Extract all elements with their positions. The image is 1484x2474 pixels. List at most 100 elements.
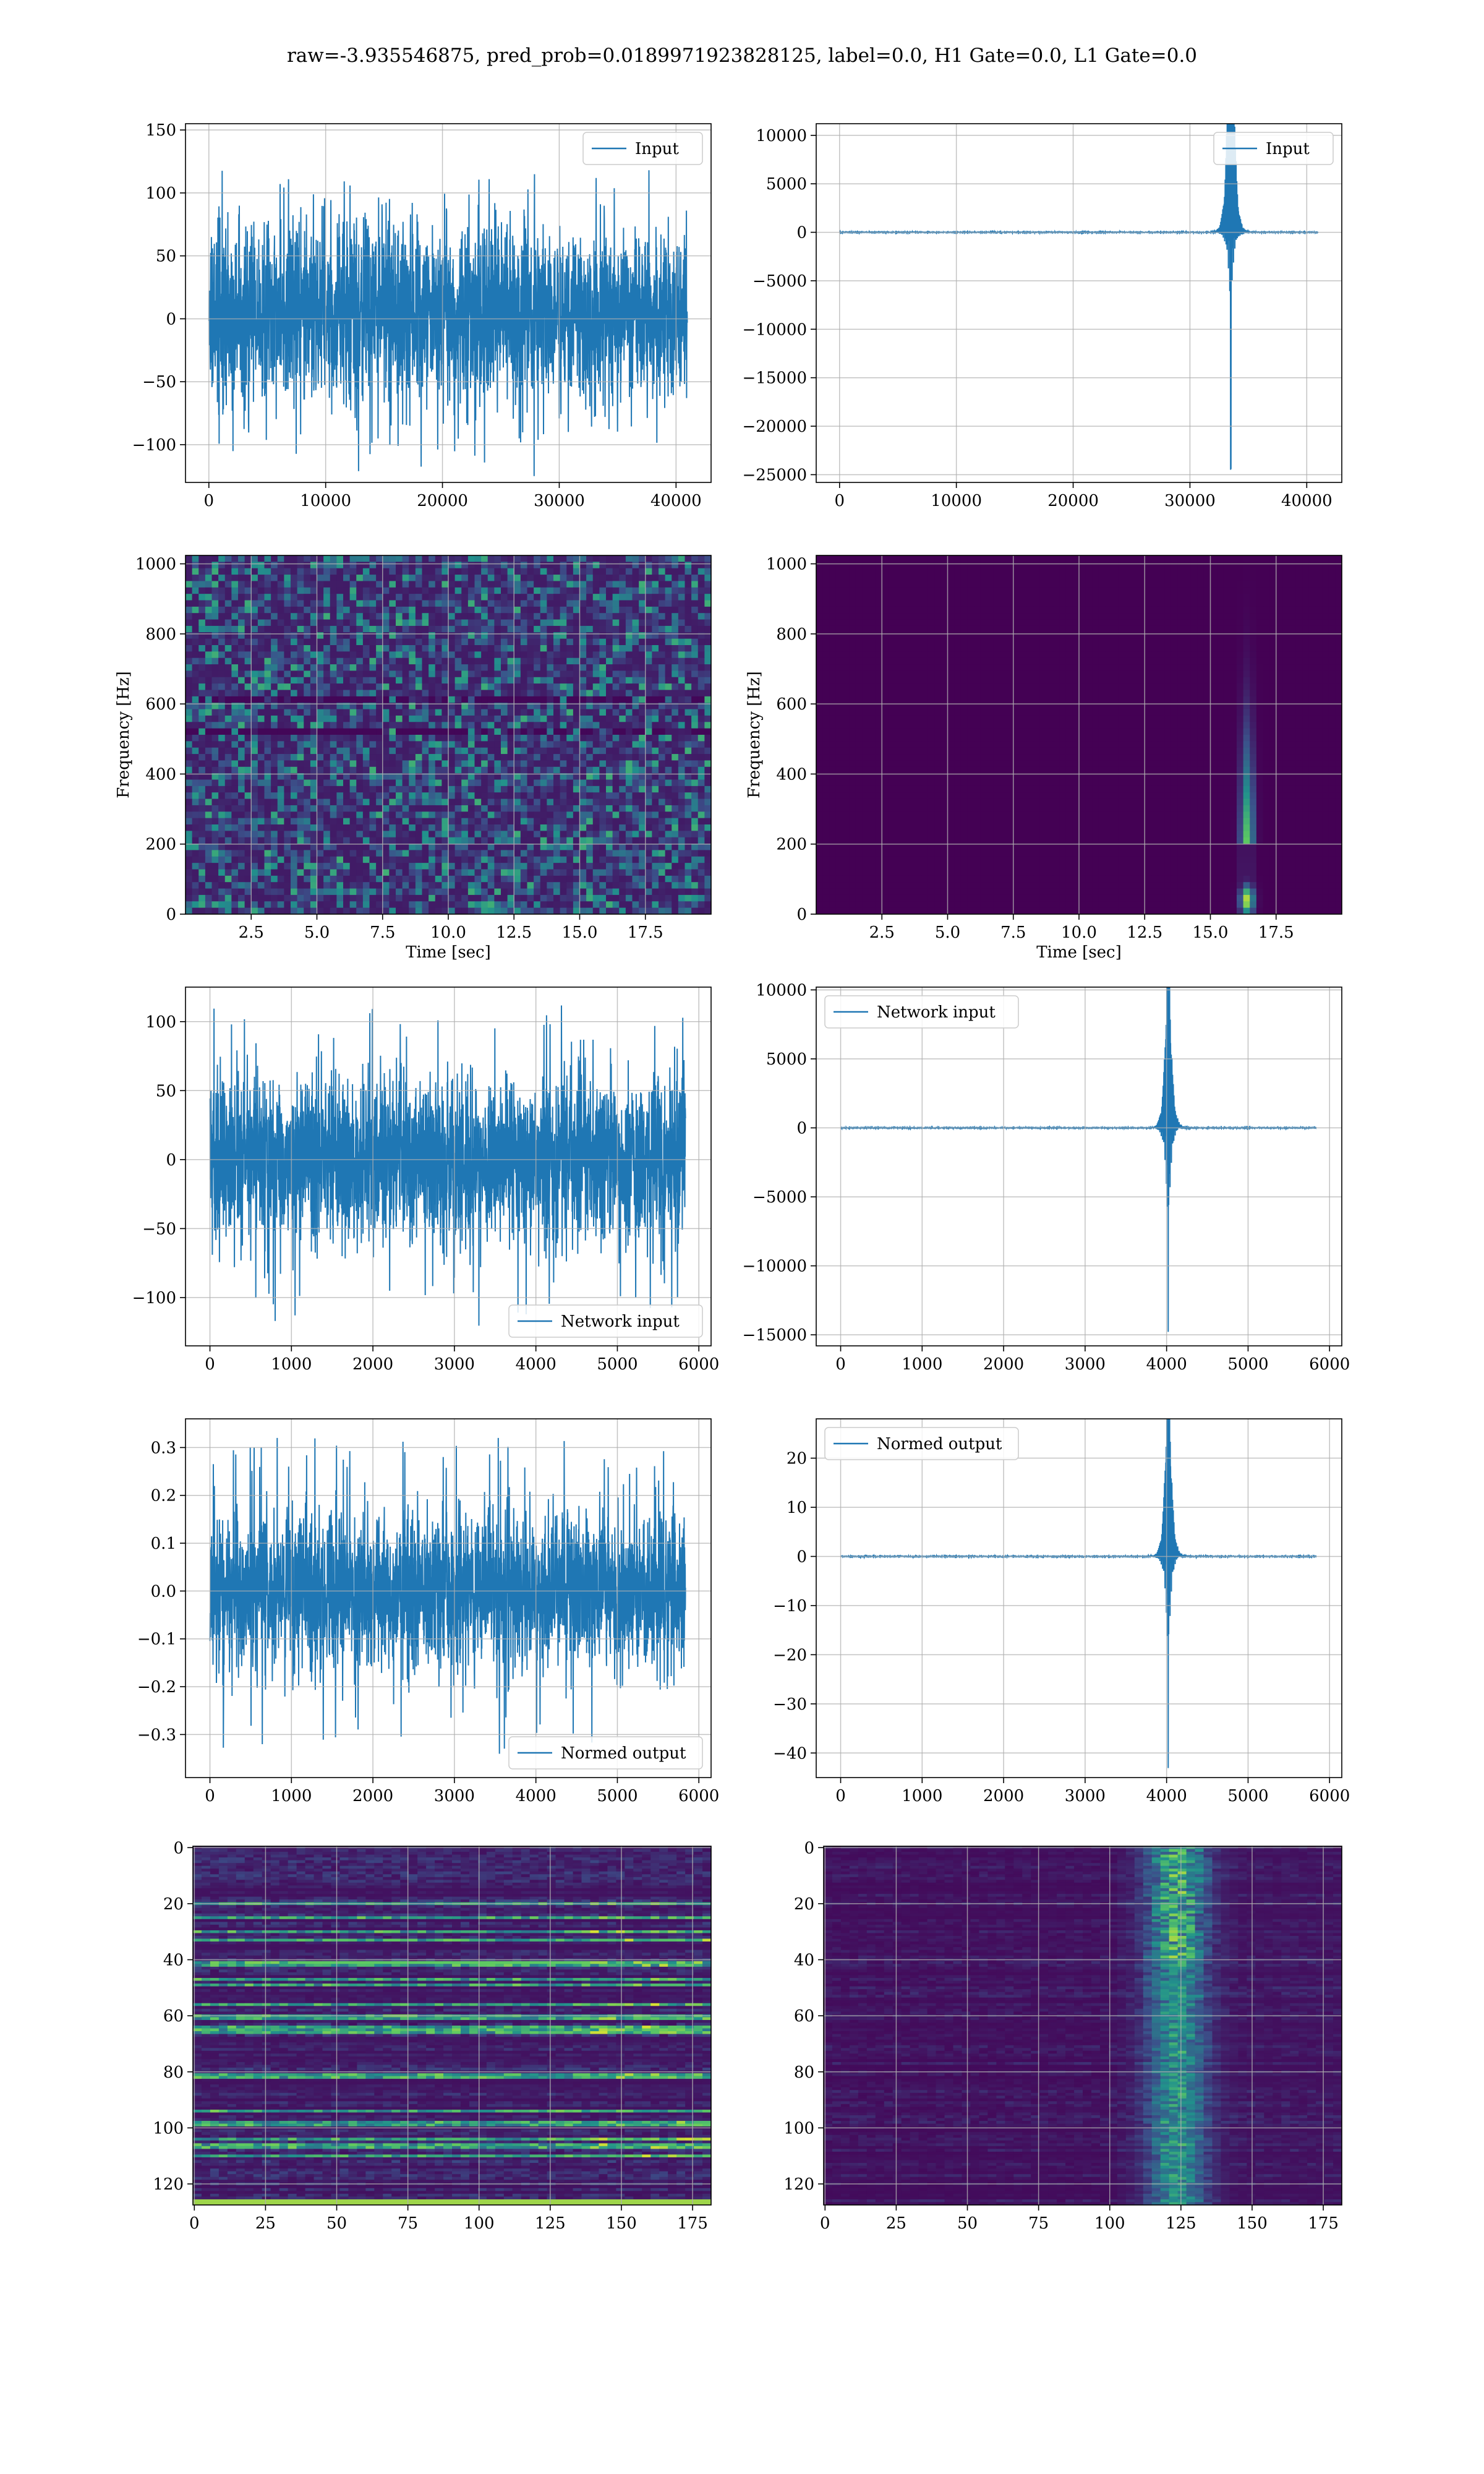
heatmap-cell [697, 805, 705, 812]
heatmap-cell [238, 754, 245, 761]
heatmap-cell [1033, 562, 1040, 569]
heatmap-cell [1302, 555, 1310, 562]
heatmap-cell [586, 779, 594, 787]
heatmap-cell [336, 882, 344, 889]
heatmap-cell [402, 638, 409, 646]
heatmap-cell [323, 651, 331, 659]
heatmap-cell [586, 888, 594, 896]
heatmap-cell [534, 741, 541, 748]
heatmap-cell [487, 824, 495, 831]
heatmap-cell [540, 625, 547, 633]
heatmap-cell [467, 645, 475, 652]
heatmap-cell [599, 683, 607, 691]
heatmap-cell [534, 798, 541, 806]
heatmap-cell [678, 709, 686, 716]
heatmap-cell [244, 645, 252, 652]
heatmap-cell [547, 735, 554, 742]
heatmap-cell [645, 677, 652, 684]
heatmap-cell [1059, 562, 1067, 569]
heatmap-cell [257, 722, 265, 729]
heatmap-cell [297, 766, 304, 774]
heatmap-cell [954, 568, 962, 575]
heatmap-cell [974, 555, 981, 562]
heatmap-cell [422, 728, 429, 735]
heatmap-cell [310, 735, 318, 742]
heatmap-cell [1000, 575, 1007, 582]
heatmap-cell [284, 798, 291, 806]
heatmap-cell [192, 722, 199, 729]
heatmap-cell [448, 606, 456, 614]
heatmap-cell [678, 747, 686, 755]
heatmap-cell [659, 638, 666, 646]
heatmap-cell [606, 562, 613, 569]
heatmap-cell [520, 651, 528, 659]
heatmap-cell [691, 811, 699, 819]
heatmap-cell [448, 773, 456, 781]
heatmap-cell [1158, 568, 1165, 575]
heatmap-cell [461, 766, 469, 774]
heatmap-cell [369, 600, 377, 607]
heatmap-cell [665, 785, 672, 793]
heatmap-cell [323, 798, 331, 806]
heatmap-cell [592, 728, 600, 735]
heatmap-cell [343, 703, 351, 710]
heatmap-cell [264, 863, 271, 870]
heatmap-cell [244, 664, 252, 672]
heatmap-cell [284, 792, 291, 800]
heatmap-cell [566, 645, 574, 652]
heatmap-cell [192, 907, 199, 914]
heatmap-cell [652, 677, 659, 684]
heatmap-cell [396, 766, 403, 774]
heatmap-cell [534, 555, 541, 562]
heatmap-cell [330, 779, 337, 787]
heatmap-cell [343, 555, 351, 562]
heatmap-cell [665, 638, 672, 646]
heatmap-cell [540, 690, 547, 697]
heatmap-cell [697, 638, 705, 646]
heatmap-cell [238, 850, 245, 857]
heatmap-cell [251, 587, 258, 594]
heatmap-cell [612, 824, 620, 831]
heatmap-cell [369, 824, 377, 831]
heatmap-cell [566, 894, 574, 902]
heatmap-cell [560, 754, 567, 761]
heatmap-cell [349, 690, 357, 697]
heatmap-cell [291, 844, 298, 851]
heatmap-cell [684, 754, 692, 761]
heatmap-cell [382, 875, 390, 883]
heatmap-cell [310, 645, 318, 652]
heatmap-cell [645, 664, 652, 672]
heatmap-cell [231, 562, 239, 569]
heatmap-cell [304, 894, 311, 902]
heatmap-cell [520, 587, 528, 594]
heatmap-cell [369, 651, 377, 659]
heatmap-cell [317, 600, 324, 607]
heatmap-cell [684, 805, 692, 812]
heatmap-cell [540, 773, 547, 781]
heatmap-cell [422, 600, 429, 607]
heatmap-cell [665, 600, 672, 607]
heatmap-cell [612, 651, 620, 659]
heatmap-cell [376, 894, 383, 902]
heatmap-cell [349, 863, 357, 870]
heatmap-cell [606, 632, 613, 640]
heatmap-cell [547, 664, 554, 672]
heatmap-cell [474, 696, 482, 703]
heatmap-cell [349, 555, 357, 562]
heatmap-cell [409, 766, 416, 774]
heatmap-cell [547, 715, 554, 722]
heatmap-cell [304, 824, 311, 831]
heatmap-cell [349, 722, 357, 729]
heatmap-cell [599, 575, 607, 582]
heatmap-cell [317, 587, 324, 594]
heatmap-cell [402, 805, 409, 812]
heatmap-cell [849, 575, 856, 582]
heatmap-cell [467, 901, 475, 909]
heatmap-cell [678, 594, 686, 601]
heatmap-cell [198, 882, 206, 889]
heatmap-cell [467, 670, 475, 678]
heatmap-cell [192, 709, 199, 716]
heatmap-cell [586, 625, 594, 633]
heatmap-cell [441, 773, 449, 781]
heatmap-cell [330, 715, 337, 722]
